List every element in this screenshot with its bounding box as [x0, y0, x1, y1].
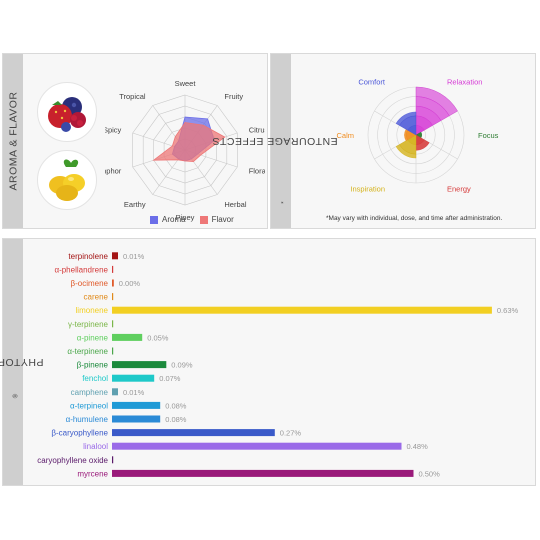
bar-label: β-pinene: [77, 361, 109, 370]
bar-value-label: 0.09%: [171, 361, 193, 370]
bar-value-label: 0.48%: [407, 442, 429, 451]
bar-label: terpinolene: [68, 252, 108, 261]
polar-wedge-relaxation: [415, 86, 458, 117]
aroma-flavor-radar: Sweet Fruity Citrusy Floral Herbal Piney Earth…: [105, 79, 265, 222]
bar-value-label: 0.63%: [497, 306, 519, 315]
polar-labels: Relaxation Focus Energy Inspiration Calm Comf…: [336, 77, 498, 193]
radar-axis-label: Tropical: [119, 92, 146, 101]
bar: [112, 265, 114, 273]
bar-label: limonene: [76, 306, 109, 315]
aroma-flavor-side-label: AROMA & FLAVOR: [3, 54, 23, 228]
polar-label-energy: Energy: [447, 185, 471, 194]
bar-label: myrcene: [77, 469, 108, 478]
bar-value-label: 0.08%: [165, 415, 187, 424]
bar-label: γ-terpinene: [68, 320, 109, 329]
legend-label-aroma: Aroma: [162, 215, 186, 224]
radar-series: [152, 116, 226, 163]
bar-value-label: 0.01%: [123, 252, 145, 261]
bar-label: caryophyllene oxide: [37, 456, 108, 465]
polar-label-comfort: Comfort: [358, 77, 386, 86]
bar: [112, 306, 492, 314]
bar: [112, 401, 161, 409]
radar-axis-label: Piney: [176, 213, 195, 222]
legend-swatch-flavor: [199, 215, 208, 224]
bar-value-label: 0.00%: [119, 279, 141, 288]
polar-label-inspiration: Inspiration: [350, 185, 385, 194]
bar-label: α-terpinene: [67, 347, 108, 356]
bar-value-label: 0.01%: [123, 388, 145, 397]
phytoprint-bar-chart: terpinolene 0.01% α-phellandrene β-ocimene 0…: [37, 252, 518, 479]
bar-label: α-phellandrene: [54, 265, 108, 274]
radar-series-flavor: [152, 122, 226, 163]
bar: [112, 293, 114, 301]
bar-label: fenchol: [82, 374, 108, 383]
lemon-icon: [37, 150, 97, 210]
bar: [112, 388, 118, 396]
entourage-effects-side-label: ENTOURAGE EFFECTS *: [212, 54, 338, 228]
bar: [112, 374, 155, 382]
terpene-bars: terpinolene 0.01% α-phellandrene β-ocimene 0…: [37, 252, 518, 479]
bar-label: α-pinene: [77, 333, 109, 342]
bar: [112, 456, 114, 464]
bar: [112, 415, 161, 423]
bar-value-label: 0.07%: [159, 374, 181, 383]
radar-axis-label: Sweet: [175, 79, 197, 88]
radar-axis-label: Floral: [249, 167, 265, 176]
legend-label-flavor: Flavor: [211, 215, 234, 224]
bar-label: β-ocimene: [70, 279, 108, 288]
bar: [112, 442, 402, 450]
bar-value-label: 0.08%: [165, 401, 187, 410]
radar-axis-label: Earthy: [124, 200, 146, 209]
bar: [112, 429, 275, 437]
legend-swatch-aroma: [150, 215, 158, 224]
polar-label-focus: Focus: [478, 131, 499, 140]
bar: [112, 252, 118, 260]
effects-footnote: *May vary with individual, dose, and tim…: [326, 215, 503, 222]
phytoprint-side-label: PHYTOPRINT®: [0, 239, 43, 485]
bar-label: linalool: [83, 442, 108, 451]
bar: [112, 347, 114, 355]
bar-label: camphene: [71, 388, 109, 397]
radar-axis-label: Fruity: [224, 92, 243, 101]
bar-value-label: 0.05%: [147, 333, 169, 342]
radar-axis-labels: Sweet Fruity Citrusy Floral Herbal Piney Earth…: [105, 79, 265, 222]
bar: [112, 361, 167, 369]
berries-icon: [37, 82, 97, 142]
polar-label-calm: Calm: [336, 131, 354, 140]
radar-axis-label: Camphor: [105, 167, 122, 176]
aroma-flavor-title: AROMA & FLAVOR: [7, 91, 19, 191]
radar-axis-label: Herbal: [224, 200, 246, 209]
entourage-effects-polar: Relaxation Focus Energy Inspiration Calm Comf…: [336, 77, 498, 193]
bar: [112, 320, 114, 328]
phytoprint-mark: ®: [13, 393, 20, 399]
bar: [112, 333, 143, 341]
bar-value-label: 0.50%: [419, 469, 441, 478]
polar-label-relaxation: Relaxation: [447, 77, 482, 86]
bar-value-label: 0.27%: [280, 429, 302, 438]
bar-label: carene: [84, 293, 109, 302]
bar-label: α-terpineol: [70, 401, 108, 410]
bar-label: β-caryophyllene: [51, 429, 108, 438]
radar-axis-label: Citrusy: [249, 125, 265, 134]
entourage-effects-panel: [270, 53, 536, 229]
bar-label: α-humulene: [66, 415, 109, 424]
aroma-flavor-legend: Aroma Flavor: [150, 215, 234, 224]
bar: [112, 279, 114, 287]
polar-wedges: [395, 86, 458, 159]
bar: [112, 469, 414, 477]
entourage-effects-mark: *: [281, 200, 288, 204]
radar-axis-label: Spicy: [105, 125, 122, 134]
